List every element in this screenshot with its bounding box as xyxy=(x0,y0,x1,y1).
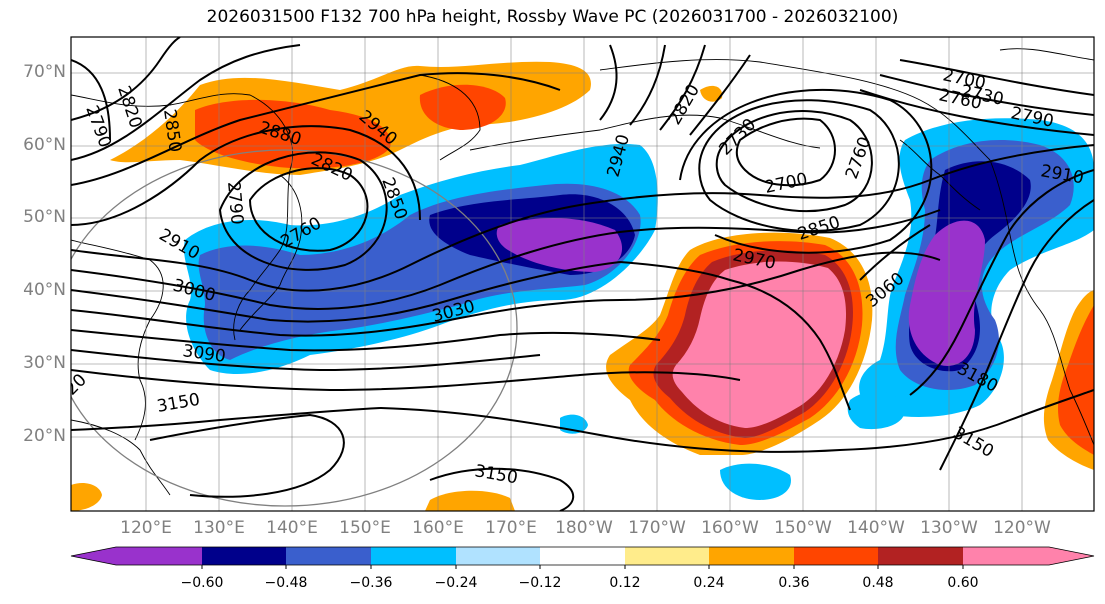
colorbar-segment xyxy=(794,547,878,565)
colorbar-tick-label: 0.36 xyxy=(778,575,810,591)
colorbar-segment xyxy=(202,547,286,565)
lon-label: 120°W xyxy=(993,518,1051,538)
lat-label: 30°N xyxy=(23,353,66,373)
colorbar-tick-label: 0.48 xyxy=(862,575,894,591)
positive-anomaly-north-pacific-core2 xyxy=(419,84,506,130)
lon-label: 130°E xyxy=(193,518,245,538)
colorbar-tick-label: 0.24 xyxy=(693,575,725,591)
colorbar-segment xyxy=(963,547,1049,565)
colorbar-segment xyxy=(878,547,963,565)
positive-anomaly-north-pacific-core xyxy=(195,99,391,169)
lon-label: 150°W xyxy=(774,518,832,538)
colorbar-tick-label: 0.12 xyxy=(609,575,641,591)
positive-anomaly-small-2 xyxy=(71,483,102,511)
colorbar-tick-label: −0.48 xyxy=(264,575,308,591)
lat-label: 20°N xyxy=(23,426,66,446)
graticule xyxy=(71,37,1094,511)
lon-label: 150°E xyxy=(339,518,391,538)
lat-label: 60°N xyxy=(23,135,66,155)
great-circle-outline xyxy=(71,149,518,507)
colorbar-segment xyxy=(540,547,625,565)
colorbar-outline xyxy=(70,546,1095,566)
lat-label: 50°N xyxy=(23,207,66,227)
lon-label: 120°E xyxy=(120,518,172,538)
coastlines xyxy=(71,48,1094,496)
lat-label: 70°N xyxy=(23,62,66,82)
lon-label: 130°W xyxy=(920,518,978,538)
map-title: 2026031500 F132 700 hPa height, Rossby W… xyxy=(206,7,899,27)
lon-label: 140°W xyxy=(847,518,905,538)
colorbar-segment xyxy=(709,547,794,565)
lon-label: 170°E xyxy=(485,518,537,538)
colorbar-tick-label: 0.60 xyxy=(947,575,979,591)
map-frame xyxy=(70,36,1095,512)
lon-label: 170°W xyxy=(628,518,686,538)
colorbar-min-extend xyxy=(71,547,116,565)
colorbar-tick-label: −0.12 xyxy=(518,575,562,591)
lon-label: 160°E xyxy=(412,518,464,538)
height-contours xyxy=(71,37,1094,511)
colorbar xyxy=(70,546,1095,569)
lon-label: 180°W xyxy=(555,518,613,538)
lon-label: 160°W xyxy=(701,518,759,538)
colorbar-segment xyxy=(371,547,456,565)
contour-label: 2790 xyxy=(223,181,247,226)
lon-label: 140°E xyxy=(266,518,318,538)
colorbar-segment xyxy=(286,547,371,565)
positive-anomaly-small-1 xyxy=(425,490,515,511)
colorbar-max-extend xyxy=(1049,547,1094,565)
map-plot-area: 2790 2820 2850 2880 2820 2850 2790 2760 … xyxy=(71,37,1094,511)
colorbar-tick-label: −0.60 xyxy=(180,575,224,591)
colorbar-tick-label: −0.36 xyxy=(349,575,393,591)
colorbar-tick-label: −0.24 xyxy=(434,575,478,591)
colorbar-segment xyxy=(456,547,540,565)
colorbar-segment xyxy=(116,547,202,565)
colorbar-segment xyxy=(625,547,709,565)
lat-label: 40°N xyxy=(23,280,66,300)
positive-anomaly-east-edge-core xyxy=(1057,305,1094,455)
positive-anomaly-small-3 xyxy=(700,85,723,102)
negative-anomaly-small-1 xyxy=(720,463,791,500)
